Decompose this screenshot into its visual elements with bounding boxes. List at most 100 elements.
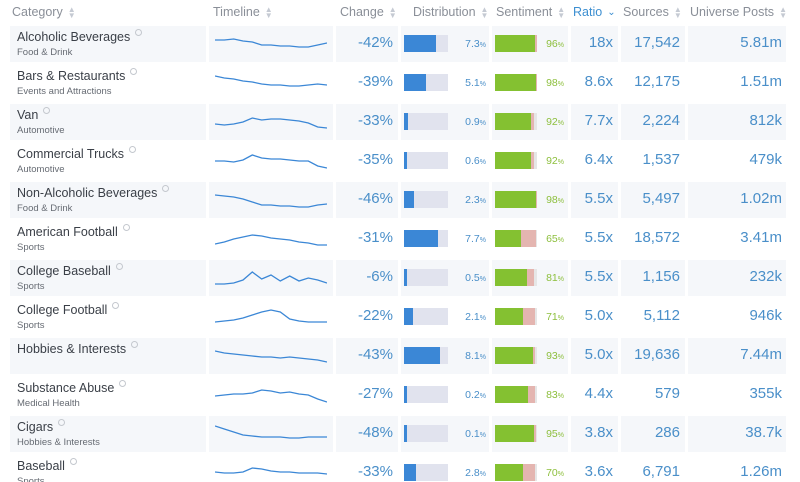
table-row[interactable]: Bars & Restaurants Events and Attractions… (0, 65, 800, 104)
table-row[interactable]: Hobbies & Interests -43% 8.1% 93% 5.0x 19,636… (0, 338, 800, 377)
table-row[interactable]: College Football Sports -22% 2.1% 71% 5.0x 5,1… (0, 299, 800, 338)
sentiment-negative (536, 74, 537, 91)
change-value: -31% (358, 229, 393, 246)
category-name[interactable]: Bars & Restaurants (17, 69, 125, 83)
sentiment-bar (495, 308, 537, 325)
percent-unit: % (558, 315, 564, 322)
category-parent: Medical Health (17, 398, 80, 409)
percent-unit: % (558, 393, 564, 400)
category-parent: Events and Attractions (17, 86, 112, 97)
sources-cell: 6,791 (621, 455, 685, 482)
category-name[interactable]: Non-Alcoholic Beverages (17, 186, 157, 200)
sources-value: 5,497 (642, 190, 680, 207)
info-icon[interactable] (130, 68, 137, 75)
table-row[interactable]: Substance Abuse Medical Health -27% 0.2% 83%… (0, 377, 800, 416)
category-name[interactable]: Hobbies & Interests (17, 342, 126, 356)
ratio-cell: 3.8x (571, 416, 618, 452)
distribution-cell: 2.8% (401, 455, 489, 482)
distribution-fill (404, 347, 440, 364)
ratio-value: 18x (589, 34, 613, 51)
ratio-value: 3.6x (585, 463, 613, 480)
header-timeline[interactable]: Timeline ▲ ▼ (213, 5, 273, 23)
category-name[interactable]: Baseball (17, 459, 65, 473)
sources-value: 1,537 (642, 151, 680, 168)
universe-posts-cell: 5.81m (688, 26, 786, 62)
sources-value: 12,175 (634, 73, 680, 90)
sentiment-positive (495, 35, 535, 52)
category-cell[interactable]: College Baseball Sports (10, 260, 206, 296)
header-distribution[interactable]: Distribution ▲ ▼ (413, 5, 488, 23)
distribution-value: 7.3 (465, 38, 480, 50)
category-cell[interactable]: Hobbies & Interests (10, 338, 206, 374)
distribution-cell: 7.3% (401, 26, 489, 62)
sentiment-positive (495, 191, 536, 208)
category-cell[interactable]: Baseball Sports (10, 455, 206, 482)
sentiment-cell: 92% (492, 104, 568, 140)
category-name[interactable]: College Baseball (17, 264, 111, 278)
sources-value: 17,542 (634, 34, 680, 51)
category-cell[interactable]: Commercial Trucks Automotive (10, 143, 206, 179)
table-row[interactable]: Non-Alcoholic Beverages Food & Drink -46% 2… (0, 182, 800, 221)
table-row[interactable]: College Baseball Sports -6% 0.5% 81% 5.5x 1,15… (0, 260, 800, 299)
timeline-sparkline (215, 420, 327, 448)
table-row[interactable]: Cigars Hobbies & Interests -48% 0.1% 95% 3.8x… (0, 416, 800, 455)
header-sentiment[interactable]: Sentiment ▲ ▼ (496, 5, 565, 23)
distribution-bar (404, 425, 448, 442)
sentiment-value: 96 (546, 38, 558, 50)
category-name[interactable]: College Football (17, 303, 107, 317)
percent-unit: % (558, 237, 564, 244)
info-icon[interactable] (131, 341, 138, 348)
table-row[interactable]: Baseball Sports -33% 2.8% 70% 3.6x 6,791 1.26m (0, 455, 800, 482)
category-cell[interactable]: American Football Sports (10, 221, 206, 257)
category-name[interactable]: Cigars (17, 420, 53, 434)
sparkline-line (215, 390, 327, 402)
category-name[interactable]: Substance Abuse (17, 381, 114, 395)
header-ratio[interactable]: Ratio ⌄ (573, 5, 616, 23)
sentiment-positive (495, 425, 534, 442)
category-parent: Hobbies & Interests (17, 437, 100, 448)
table-row[interactable]: Commercial Trucks Automotive -35% 0.6% 92% 6.… (0, 143, 800, 182)
info-icon[interactable] (43, 107, 50, 114)
category-name[interactable]: Alcoholic Beverages (17, 30, 130, 44)
table-row[interactable]: Van Automotive -33% 0.9% 92% 7.7x 2,224 812k (0, 104, 800, 143)
header-category[interactable]: Category ▲ ▼ (12, 5, 76, 23)
percent-unit: % (558, 120, 564, 127)
category-cell[interactable]: Substance Abuse Medical Health (10, 377, 206, 413)
category-cell[interactable]: Van Automotive (10, 104, 206, 140)
info-icon[interactable] (162, 185, 169, 192)
change-value: -43% (358, 346, 393, 363)
header-change[interactable]: Change ▲ ▼ (340, 5, 397, 23)
table-row[interactable]: Alcoholic Beverages Food & Drink -42% 7.3% 9… (0, 26, 800, 65)
category-cell[interactable]: College Football Sports (10, 299, 206, 335)
header-universe-posts[interactable]: Universe Posts ▲ ▼ (690, 5, 787, 23)
category-parent: Sports (17, 242, 44, 253)
info-icon[interactable] (112, 302, 119, 309)
sentiment-cell: 98% (492, 182, 568, 218)
category-cell[interactable]: Alcoholic Beverages Food & Drink (10, 26, 206, 62)
table-row[interactable]: American Football Sports -31% 7.7% 65% 5.5x 18… (0, 221, 800, 260)
sentiment-positive (495, 386, 528, 403)
distribution-value: 5.1 (465, 77, 480, 89)
sparkline-line (215, 351, 327, 362)
category-cell[interactable]: Cigars Hobbies & Interests (10, 416, 206, 452)
category-cell[interactable]: Bars & Restaurants Events and Attractions (10, 65, 206, 101)
header-sources[interactable]: Sources ▲ ▼ (623, 5, 682, 23)
timeline-sparkline (215, 186, 327, 214)
info-icon[interactable] (129, 146, 136, 153)
info-icon[interactable] (70, 458, 77, 465)
distribution-cell: 8.1% (401, 338, 489, 374)
category-name[interactable]: Van (17, 108, 38, 122)
category-cell[interactable]: Non-Alcoholic Beverages Food & Drink (10, 182, 206, 218)
sentiment-cell: 96% (492, 26, 568, 62)
info-icon[interactable] (123, 224, 130, 231)
info-icon[interactable] (116, 263, 123, 270)
universe-posts-value: 232k (749, 268, 782, 285)
info-icon[interactable] (58, 419, 65, 426)
info-icon[interactable] (119, 380, 126, 387)
change-value: -33% (358, 463, 393, 480)
universe-posts-value: 355k (749, 385, 782, 402)
info-icon[interactable] (135, 29, 142, 36)
category-name[interactable]: Commercial Trucks (17, 147, 124, 161)
category-parent: Automotive (17, 164, 65, 175)
category-name[interactable]: American Football (17, 225, 118, 239)
